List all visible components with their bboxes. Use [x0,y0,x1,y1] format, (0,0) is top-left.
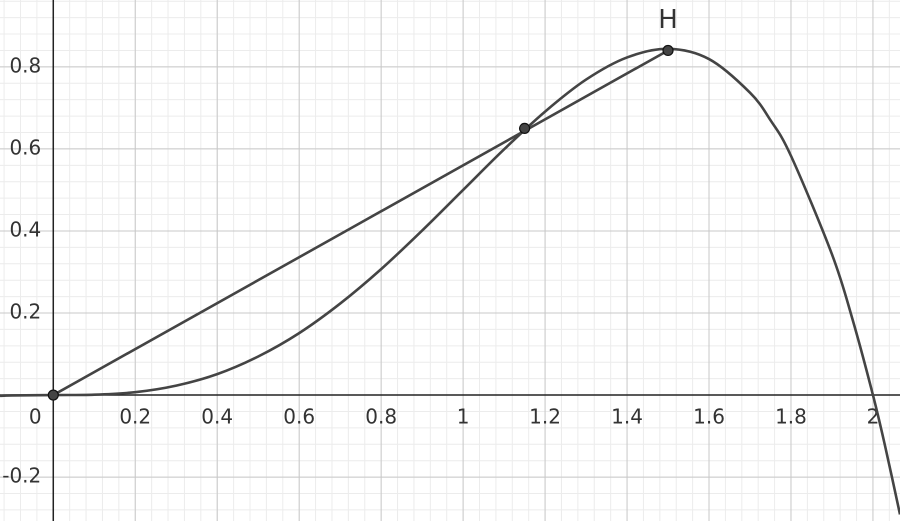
y-tick-label: 0.4 [9,217,41,241]
x-tick-label: 0 [29,405,42,429]
x-tick-label: 1.6 [693,405,725,429]
y-tick-label: 0.6 [9,135,41,159]
y-tick-label: 0.8 [9,53,41,77]
y-tick-label: -0.2 [2,464,41,488]
point [518,122,531,135]
y-tick-label: 0.2 [9,300,41,324]
x-tick-label: 1.8 [775,405,807,429]
x-tick-label: 0.4 [201,405,233,429]
x-tick-label: 1 [457,405,470,429]
curve [0,47,900,515]
curve [52,49,669,397]
point-label: H [658,5,678,35]
x-tick-label: 1.2 [529,405,561,429]
x-tick-label: 0.8 [365,405,397,429]
point [662,44,674,57]
x-tick-label: 0.2 [119,405,151,429]
x-tick-label: 0.6 [283,405,315,429]
x-tick-label: 1.4 [611,405,643,429]
point [47,389,59,401]
